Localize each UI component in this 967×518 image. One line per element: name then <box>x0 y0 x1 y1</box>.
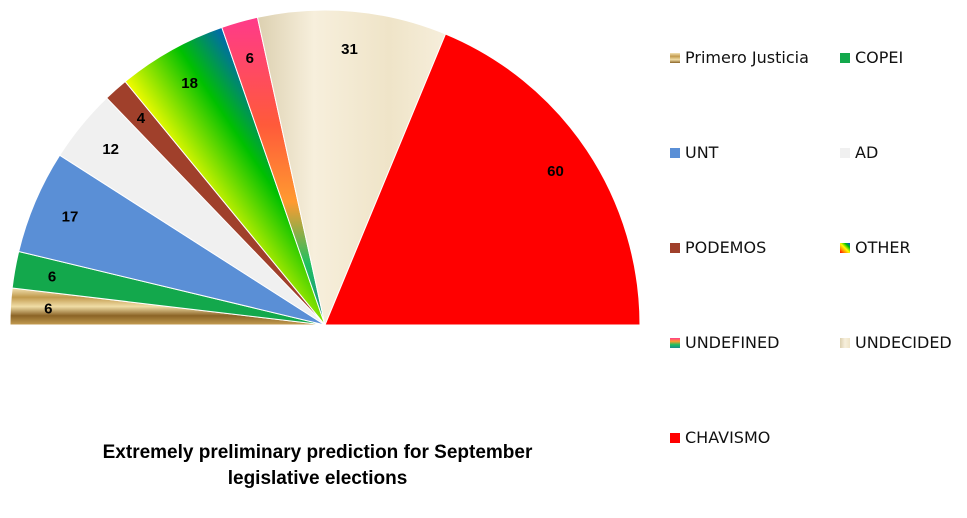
legend-item-unt: UNT <box>670 143 718 162</box>
legend-swatch-ad <box>840 147 850 158</box>
slice-undecided <box>256 9 447 327</box>
slice-label-chavismo: 60 <box>547 163 564 180</box>
legend-item-undecided: UNDECIDED <box>840 333 952 352</box>
slice-label-undefined: 6 <box>246 50 254 67</box>
legend-swatch-unt <box>670 147 680 158</box>
legend-label-undefined: UNDEFINED <box>685 333 780 352</box>
slice-label-podemos: 4 <box>137 110 146 127</box>
legend-label-podemos: PODEMOS <box>685 238 767 257</box>
legend-item-undefined: UNDEFINED <box>670 333 779 352</box>
legend-swatch-primero-justicia <box>670 52 680 63</box>
legend-swatch-undecided <box>840 337 850 348</box>
slice-label-other: 18 <box>181 75 198 92</box>
legend-label-primero-justicia: Primero Justicia <box>685 48 809 67</box>
legend-label-undecided: UNDECIDED <box>855 333 952 352</box>
legend-item-primero-justicia: Primero Justicia <box>670 48 809 67</box>
legend-swatch-copei <box>840 52 850 63</box>
legend-item-ad: AD <box>840 143 878 162</box>
legend-label-copei: COPEI <box>855 48 904 67</box>
legend-label-ad: AD <box>855 143 879 162</box>
slice-label-primero-justicia: 6 <box>44 301 52 318</box>
legend-swatch-undefined <box>670 337 680 348</box>
slice-label-undecided: 31 <box>341 41 358 58</box>
legend-label-unt: UNT <box>685 143 719 162</box>
legend-item-other: OTHER <box>840 238 911 257</box>
legend-swatch-other <box>840 242 850 253</box>
legend-item-copei: COPEI <box>840 48 903 67</box>
slice-label-ad: 12 <box>102 141 119 158</box>
legend-swatch-chavismo <box>670 432 680 443</box>
legend-item-podemos: PODEMOS <box>670 238 766 257</box>
legend-label-chavismo: CHAVISMO <box>685 428 771 447</box>
slice-chavismo <box>324 33 641 326</box>
legend-item-chavismo: CHAVISMO <box>670 428 770 447</box>
chart-title-line-1: Extremely preliminary prediction for Sep… <box>102 442 533 463</box>
slice-label-unt: 17 <box>62 208 79 225</box>
chart-title-line-2: legislative elections <box>227 468 408 489</box>
legend-label-other: OTHER <box>855 238 911 257</box>
legend-swatch-podemos <box>670 242 680 253</box>
slice-label-copei: 6 <box>48 268 56 285</box>
chart-title: Extremely preliminary prediction for Sep… <box>40 440 595 492</box>
